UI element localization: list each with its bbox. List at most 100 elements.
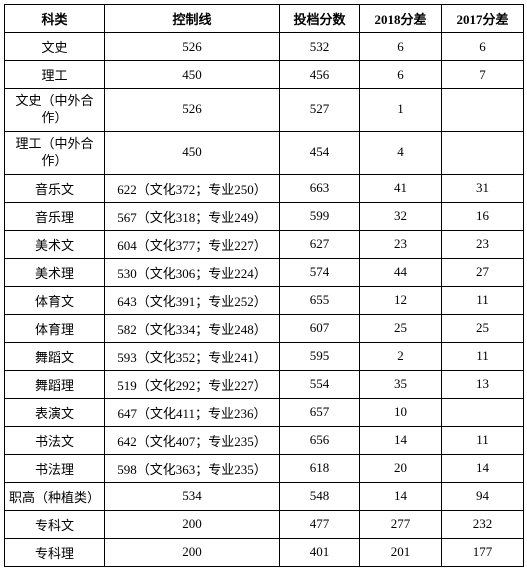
cell-diff-2017: 31 <box>442 174 524 202</box>
table-row: 舞蹈文593（文化352；专业241）595211 <box>5 342 524 370</box>
cell-category: 文史（中外合作） <box>5 89 105 132</box>
cell-score: 456 <box>280 61 360 89</box>
cell-diff-2017: 27 <box>442 258 524 286</box>
table-row: 理工45045667 <box>5 61 524 89</box>
cell-score: 595 <box>280 342 360 370</box>
cell-diff-2017: 177 <box>442 538 524 566</box>
header-diff-2017: 2017分差 <box>442 5 524 33</box>
cell-diff-2018: 201 <box>360 538 442 566</box>
cell-score: 554 <box>280 370 360 398</box>
cell-category: 舞蹈文 <box>5 342 105 370</box>
cell-diff-2018: 32 <box>360 202 442 230</box>
table-row: 音乐理567（文化318；专业249）5993216 <box>5 202 524 230</box>
cell-diff-2018: 35 <box>360 370 442 398</box>
cell-diff-2017: 94 <box>442 482 524 510</box>
cell-category: 理工 <box>5 61 105 89</box>
cell-diff-2018: 25 <box>360 314 442 342</box>
cell-control: 647（文化411；专业236） <box>105 398 280 426</box>
cell-diff-2018: 14 <box>360 426 442 454</box>
cell-category: 职高（种植类） <box>5 482 105 510</box>
cell-category: 理工（中外合作） <box>5 131 105 174</box>
cell-diff-2017 <box>442 398 524 426</box>
cell-score: 599 <box>280 202 360 230</box>
cell-diff-2018: 14 <box>360 482 442 510</box>
cell-score: 607 <box>280 314 360 342</box>
cell-score: 527 <box>280 89 360 132</box>
cell-score: 401 <box>280 538 360 566</box>
cell-diff-2017: 11 <box>442 286 524 314</box>
cell-control: 200 <box>105 510 280 538</box>
cell-control: 582（文化334；专业248） <box>105 314 280 342</box>
table-row: 音乐文622（文化372；专业250）6634131 <box>5 174 524 202</box>
cell-control: 643（文化391；专业252） <box>105 286 280 314</box>
cell-diff-2017: 23 <box>442 230 524 258</box>
table-header-row: 科类 控制线 投档分数 2018分差 2017分差 <box>5 5 524 33</box>
table-row: 美术文604（文化377；专业227）6272323 <box>5 230 524 258</box>
cell-score: 656 <box>280 426 360 454</box>
cell-control: 519（文化292；专业227） <box>105 370 280 398</box>
cell-category: 美术理 <box>5 258 105 286</box>
cell-category: 舞蹈理 <box>5 370 105 398</box>
cell-diff-2018: 20 <box>360 454 442 482</box>
cell-score: 657 <box>280 398 360 426</box>
cell-diff-2017: 232 <box>442 510 524 538</box>
table-row: 文史（中外合作）5265271 <box>5 89 524 132</box>
cell-diff-2017: 25 <box>442 314 524 342</box>
cell-control: 450 <box>105 61 280 89</box>
table-row: 书法理598（文化363；专业235）6182014 <box>5 454 524 482</box>
table-row: 美术理530（文化306；专业224）5744427 <box>5 258 524 286</box>
cell-category: 专科文 <box>5 510 105 538</box>
table-row: 专科文200477277232 <box>5 510 524 538</box>
cell-score: 548 <box>280 482 360 510</box>
cell-score: 574 <box>280 258 360 286</box>
table-row: 表演文647（文化411；专业236）65710 <box>5 398 524 426</box>
cell-category: 书法理 <box>5 454 105 482</box>
cell-diff-2018: 4 <box>360 131 442 174</box>
cell-diff-2018: 44 <box>360 258 442 286</box>
cell-diff-2017: 6 <box>442 33 524 61</box>
cell-category: 美术文 <box>5 230 105 258</box>
cell-control: 534 <box>105 482 280 510</box>
cell-diff-2018: 277 <box>360 510 442 538</box>
cell-diff-2018: 6 <box>360 33 442 61</box>
cell-diff-2017: 11 <box>442 342 524 370</box>
score-table: 科类 控制线 投档分数 2018分差 2017分差 文史52653266理工45… <box>4 4 524 567</box>
cell-score: 477 <box>280 510 360 538</box>
cell-diff-2018: 2 <box>360 342 442 370</box>
header-diff-2018: 2018分差 <box>360 5 442 33</box>
cell-diff-2017: 13 <box>442 370 524 398</box>
table-row: 舞蹈理519（文化292；专业227）5543513 <box>5 370 524 398</box>
table-row: 理工（中外合作）4504544 <box>5 131 524 174</box>
cell-diff-2017: 11 <box>442 426 524 454</box>
cell-diff-2018: 41 <box>360 174 442 202</box>
cell-control: 593（文化352；专业241） <box>105 342 280 370</box>
cell-category: 音乐文 <box>5 174 105 202</box>
cell-control: 604（文化377；专业227） <box>105 230 280 258</box>
cell-diff-2017 <box>442 89 524 132</box>
cell-control: 526 <box>105 33 280 61</box>
cell-diff-2018: 12 <box>360 286 442 314</box>
cell-control: 598（文化363；专业235） <box>105 454 280 482</box>
cell-diff-2018: 1 <box>360 89 442 132</box>
header-control-line: 控制线 <box>105 5 280 33</box>
cell-diff-2018: 6 <box>360 61 442 89</box>
table-row: 书法文642（文化407；专业235）6561411 <box>5 426 524 454</box>
cell-category: 表演文 <box>5 398 105 426</box>
table-body: 文史52653266理工45045667文史（中外合作）5265271理工（中外… <box>5 33 524 567</box>
cell-score: 663 <box>280 174 360 202</box>
table-row: 体育理582（文化334；专业248）6072525 <box>5 314 524 342</box>
cell-control: 567（文化318；专业249） <box>105 202 280 230</box>
cell-diff-2017: 14 <box>442 454 524 482</box>
cell-category: 书法文 <box>5 426 105 454</box>
cell-diff-2017: 16 <box>442 202 524 230</box>
cell-score: 532 <box>280 33 360 61</box>
cell-diff-2017 <box>442 131 524 174</box>
cell-category: 体育理 <box>5 314 105 342</box>
cell-control: 642（文化407；专业235） <box>105 426 280 454</box>
cell-control: 200 <box>105 538 280 566</box>
header-admission-score: 投档分数 <box>280 5 360 33</box>
cell-control: 526 <box>105 89 280 132</box>
cell-score: 618 <box>280 454 360 482</box>
cell-score: 627 <box>280 230 360 258</box>
cell-diff-2017: 7 <box>442 61 524 89</box>
